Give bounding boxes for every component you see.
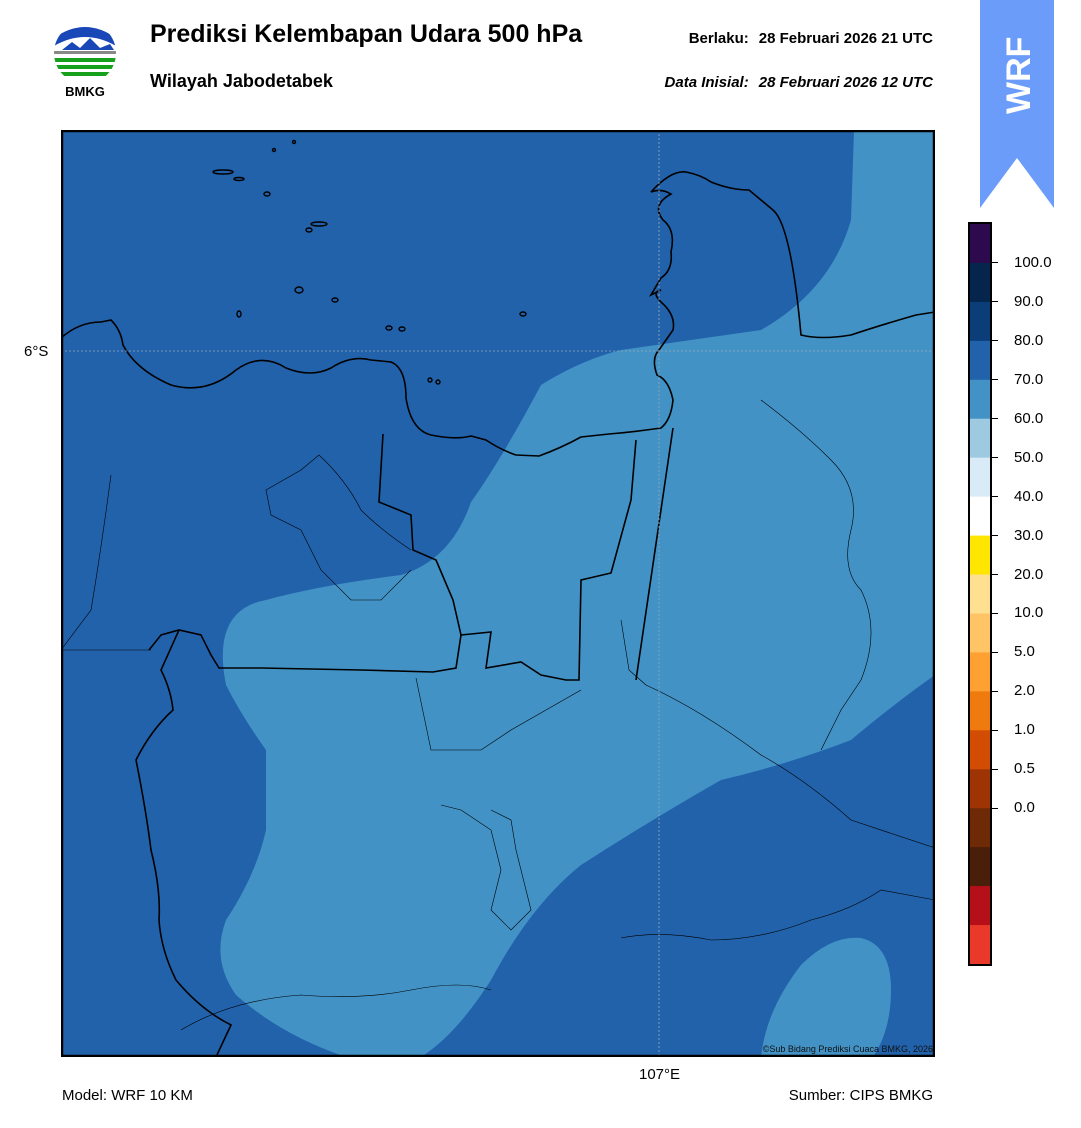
colorbar-tick — [992, 807, 998, 809]
colorbar-label: 5.0 — [1014, 643, 1035, 661]
colorbar — [968, 222, 992, 966]
thousand-islands — [212, 139, 527, 385]
colorbar-segment — [970, 613, 990, 653]
colorbar-tick — [992, 690, 998, 692]
colorbar-label: 20.0 — [1014, 565, 1044, 583]
colorbar-label: 10.0 — [1014, 604, 1044, 622]
colorbar-tick — [992, 496, 998, 498]
source-label: Sumber: CIPS BMKG — [788, 1087, 933, 1104]
colorbar-segment — [970, 925, 990, 965]
colorbar-tick — [992, 768, 998, 770]
colorbar-label: 100.0 — [1014, 253, 1052, 271]
colorbar-label: 40.0 — [1014, 487, 1044, 505]
colorbar-tick — [992, 379, 998, 381]
colorbar-label: 60.0 — [1014, 409, 1044, 427]
init-time-label: Data Inisial: — [664, 74, 749, 91]
colorbar-label: 70.0 — [1014, 370, 1044, 388]
colorbar-segment — [970, 574, 990, 614]
humidity-map — [60, 129, 936, 1058]
wrf-badge-text: WRF — [1000, 37, 1038, 114]
colorbar-tick — [992, 262, 998, 264]
init-time-value: 28 Februari 2026 12 UTC — [758, 74, 933, 91]
init-time: Data Inisial: 28 Februari 2026 12 UTC — [665, 74, 933, 91]
coastline — [60, 171, 936, 1058]
valid-time-label: Berlaku: — [688, 30, 749, 47]
page-subtitle: Wilayah Jabodetabek — [150, 71, 333, 91]
colorbar-tick — [992, 651, 998, 653]
colorbar-segment — [970, 691, 990, 731]
colorbar-segment — [970, 457, 990, 498]
latitude-label: 6°S — [24, 343, 49, 360]
colorbar-label: 2.0 — [1014, 682, 1035, 700]
colorbar-tick — [992, 340, 998, 342]
bmkg-logo-icon — [52, 20, 118, 102]
admin-boundaries — [60, 399, 936, 1031]
page-title: Prediksi Kelembapan Udara 500 hPa — [150, 20, 583, 48]
colorbar-segment — [970, 652, 990, 692]
colorbar-label: 50.0 — [1014, 448, 1044, 466]
longitude-label: 107°E — [639, 1066, 681, 1083]
colorbar-tick — [992, 418, 998, 420]
colorbar-label: 90.0 — [1014, 292, 1044, 310]
colorbar-segment — [970, 769, 990, 809]
colorbar-segment — [970, 262, 990, 303]
wrf-badge: WRF — [980, 0, 1054, 208]
colorbar-segment — [970, 301, 990, 342]
colorbar-tick — [992, 535, 998, 537]
colorbar-segment — [970, 224, 990, 264]
colorbar-label: 80.0 — [1014, 331, 1044, 349]
colorbar-tick — [992, 729, 998, 731]
colorbar-segment — [970, 379, 990, 420]
colorbar-segment — [970, 418, 990, 459]
bmkg-logo-text: BMKG — [65, 84, 105, 99]
colorbar-segment — [970, 886, 990, 926]
model-label: Model: WRF 10 KM — [62, 1087, 193, 1104]
valid-time: Berlaku: 28 Februari 2026 21 UTC — [689, 30, 933, 47]
colorbar-segment — [970, 496, 990, 537]
colorbar-segment — [970, 808, 990, 848]
copyright-note: ©Sub Bidang Prediksi Cuaca BMKG, 2026 — [762, 1044, 933, 1054]
colorbar-segment — [970, 340, 990, 381]
humidity-zone-70-80-se — [761, 937, 891, 1057]
colorbar-segment — [970, 730, 990, 770]
colorbar-segment — [970, 847, 990, 887]
valid-time-value: 28 Februari 2026 21 UTC — [758, 30, 933, 47]
colorbar-label: 0.5 — [1014, 760, 1035, 778]
colorbar-label: 1.0 — [1014, 721, 1035, 739]
colorbar-tick — [992, 457, 998, 459]
colorbar-tick — [992, 612, 998, 614]
colorbar-label: 30.0 — [1014, 526, 1044, 544]
colorbar-tick — [992, 301, 998, 303]
colorbar-tick — [992, 574, 998, 576]
colorbar-segment — [970, 535, 990, 576]
humidity-zone-70-80 — [220, 130, 935, 1057]
colorbar-label: 0.0 — [1014, 799, 1035, 817]
